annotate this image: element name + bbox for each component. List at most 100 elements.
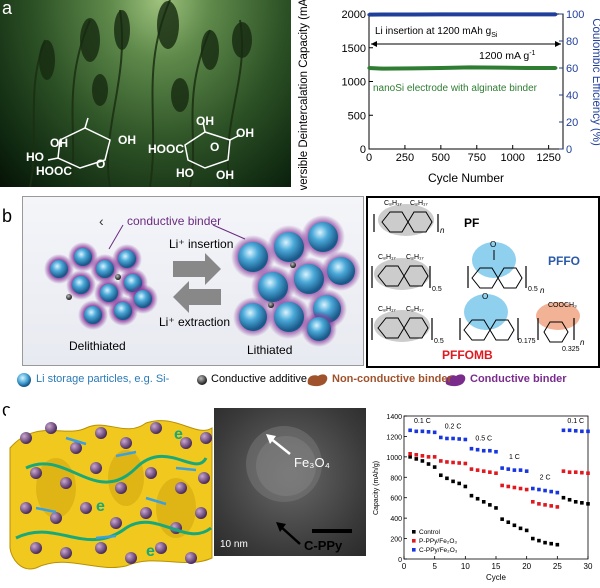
chart-c-point-0 xyxy=(408,455,412,459)
chart-c-point-0 xyxy=(500,517,504,521)
chart-a-point xyxy=(439,13,442,16)
chart-c-point-0 xyxy=(470,494,474,498)
chart-c-point-2 xyxy=(500,466,504,470)
chart-a-ylabel-right: Coulombic Efficiency (%) xyxy=(590,18,600,146)
chart-c-point-2 xyxy=(421,430,425,434)
chart-c-point-1 xyxy=(562,469,566,473)
chart-a-annotation-rate: 1200 mA g-1 xyxy=(479,50,536,62)
chart-a-xlabel: Cycle Number xyxy=(428,171,504,185)
chart-a-xtick-label: 750 xyxy=(468,152,486,164)
chart-c-point-2 xyxy=(586,430,590,434)
chart-c-point-2 xyxy=(464,438,468,442)
chart-a-point xyxy=(468,13,471,16)
struct-e-3: e xyxy=(174,426,183,444)
chart-c-point-2 xyxy=(525,469,529,473)
structure-ball xyxy=(175,482,187,494)
chart-c-point-1 xyxy=(556,505,560,509)
chart-c-point-2 xyxy=(519,468,523,472)
delithiated-cluster xyxy=(44,242,158,330)
chart-c-point-0 xyxy=(445,477,449,481)
chart-a-ytick-right-label: 80 xyxy=(566,36,578,48)
structure-ball xyxy=(95,542,107,554)
chart-a-ytick-left-label: 1000 xyxy=(342,77,366,89)
chart-c-point-1 xyxy=(488,470,492,474)
chart-c-point-1 xyxy=(476,468,480,472)
chart-c-point-1 xyxy=(513,486,517,490)
chart-c-point-2 xyxy=(433,431,437,435)
structure-ball xyxy=(140,507,152,519)
chart-c-point-2 xyxy=(445,437,449,441)
chart-a-ytick-right-label: 40 xyxy=(566,90,578,102)
pf-c8h17-a: C₈H₁₇ xyxy=(384,200,402,207)
chem-oh-3: OH xyxy=(196,114,214,128)
struct-e-1: e xyxy=(96,498,105,516)
chart-c-legend-label: P-PPy/Fe₂O₃ xyxy=(419,538,457,545)
chart-c-point-0 xyxy=(439,473,443,477)
chart-a-xtick-label: 1250 xyxy=(536,152,560,164)
chart-c-legend-label: Control xyxy=(419,529,441,536)
structure-ball xyxy=(200,432,212,444)
chart-a-point xyxy=(554,13,557,16)
chart-a-point xyxy=(382,13,385,16)
legend-nonconductive-label: Non-conductive binder xyxy=(332,373,452,385)
structure-ball xyxy=(20,432,32,444)
legend-additive-swatch xyxy=(197,375,207,385)
structure-ball xyxy=(80,502,92,514)
chart-c-ytick-label: 200 xyxy=(390,537,402,544)
tem-cppy-label: C-PPy xyxy=(304,538,342,553)
chart-c-xtick-label: 5 xyxy=(432,562,437,571)
chart-c-rate-label: 0.1 C xyxy=(567,418,584,425)
chart-c-point-2 xyxy=(482,449,486,453)
chart-a-point xyxy=(367,66,370,69)
chart-c-point-2 xyxy=(451,437,455,441)
chart-a-annotation-insertion: Li insertion at 1200 mAh gSi xyxy=(375,26,498,39)
chart-c-ytick-label: 600 xyxy=(390,496,402,503)
chart-c-point-0 xyxy=(574,500,578,504)
chart-c-point-2 xyxy=(574,429,578,433)
chart-c-point-0 xyxy=(494,506,498,510)
chart-c-rate-label: 0.2 C xyxy=(445,423,462,430)
chart-c-point-1 xyxy=(500,484,504,488)
chem-oh-2: OH xyxy=(118,133,136,147)
chart-c-legend-swatch xyxy=(412,530,416,534)
chart-c-point-1 xyxy=(470,467,474,471)
legend-storage-swatch xyxy=(17,373,31,387)
structure-ball xyxy=(110,517,122,529)
chart-c-point-1 xyxy=(525,488,529,492)
chart-c-point-0 xyxy=(414,457,418,461)
chart-c-point-2 xyxy=(470,447,474,451)
pffo-o: O xyxy=(490,240,496,249)
lithiated-label: Lithiated xyxy=(247,343,292,357)
mark-char: ‹ xyxy=(99,213,104,229)
chart-a-xtick-label: 500 xyxy=(432,152,450,164)
chart-a-ylabel-left: Reversible Deintercalation Capacity (mAh… xyxy=(298,0,310,190)
chart-c-point-1 xyxy=(408,452,412,456)
chem-hooc-2: HOOC xyxy=(148,142,184,156)
chart-a-ytick-left-label: 500 xyxy=(348,110,366,122)
chart-c-point-0 xyxy=(519,527,523,531)
insertion-arrow xyxy=(173,253,221,285)
chart-a-point xyxy=(367,13,370,16)
pffomb-o: O xyxy=(482,292,488,301)
chart-a-ytick-right-label: 100 xyxy=(566,9,584,21)
chart-c-rate-label: 2 C xyxy=(540,474,551,481)
chart-c-point-0 xyxy=(586,502,590,506)
structure-ball xyxy=(145,467,157,479)
structure-ball xyxy=(198,472,210,484)
chart-c-point-0 xyxy=(464,485,468,489)
conductive-binder-label: conductive binder xyxy=(127,214,221,228)
structure-ball xyxy=(45,422,57,434)
chart-c-point-2 xyxy=(580,430,584,434)
chart-c-point-1 xyxy=(414,453,418,457)
chart-a-xtick-label: 250 xyxy=(396,152,414,164)
chart-c-point-0 xyxy=(427,462,431,466)
chart-c-point-0 xyxy=(543,541,547,545)
chart-c-point-1 xyxy=(568,470,572,474)
tem-scalebar xyxy=(312,529,352,533)
chart-c-point-0 xyxy=(451,480,455,484)
chart-c-point-0 xyxy=(513,523,517,527)
chart-c-point-2 xyxy=(562,429,566,433)
chart-c-point-2 xyxy=(408,429,412,433)
